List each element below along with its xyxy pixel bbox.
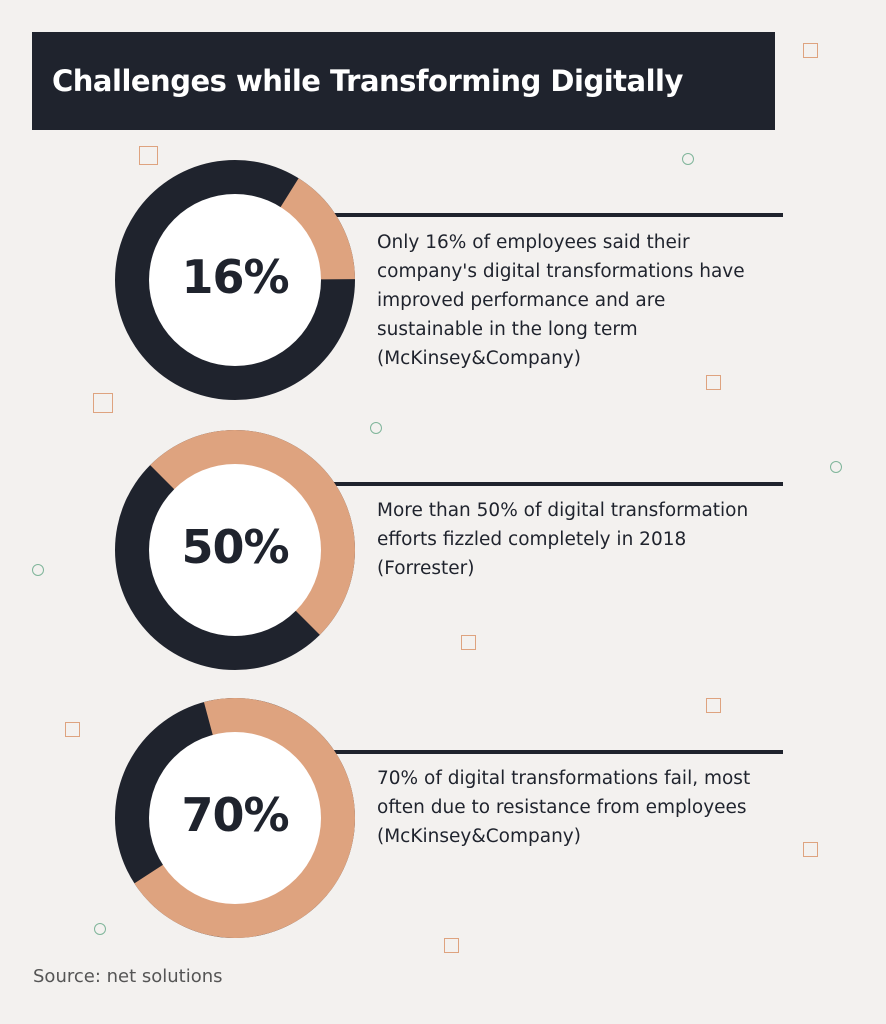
circle-decoration: [370, 422, 382, 434]
donut-chart-70: [115, 698, 355, 938]
stat-source: (McKinsey&Company): [377, 348, 581, 369]
donut-hole: [149, 464, 321, 636]
donut-hole: [149, 194, 321, 366]
stat-description: 70% of digital transformations fail, mos…: [377, 768, 751, 818]
stat-text: More than 50% of digital transformation …: [377, 496, 777, 583]
circle-decoration: [32, 564, 44, 576]
percent-label: 16%: [181, 250, 289, 304]
square-decoration: [803, 842, 818, 857]
divider: [330, 213, 783, 217]
square-decoration: [65, 722, 80, 737]
divider: [330, 482, 783, 486]
stat-description: More than 50% of digital transformation …: [377, 500, 749, 550]
donut-hole: [149, 732, 321, 904]
source-note: Source: net solutions: [33, 966, 223, 987]
circle-decoration: [830, 461, 842, 473]
title-banner: Challenges while Transforming Digitally: [32, 32, 775, 130]
percent-label: 70%: [181, 788, 289, 842]
square-decoration: [706, 375, 721, 390]
circle-decoration: [94, 923, 106, 935]
square-decoration: [706, 698, 721, 713]
divider: [330, 750, 783, 754]
page-title: Challenges while Transforming Digitally: [52, 64, 683, 98]
percent-label: 50%: [181, 520, 289, 574]
circle-decoration: [682, 153, 694, 165]
square-decoration: [803, 43, 818, 58]
stat-description: Only 16% of employees said their company…: [377, 232, 745, 340]
donut-chart-50: [115, 430, 355, 670]
square-decoration: [444, 938, 459, 953]
square-decoration: [461, 635, 476, 650]
stat-text: 70% of digital transformations fail, mos…: [377, 764, 777, 851]
square-decoration: [139, 146, 158, 165]
square-decoration: [93, 393, 113, 413]
stat-source: (Forrester): [377, 558, 475, 579]
stat-source: (McKinsey&Company): [377, 826, 581, 847]
stat-text: Only 16% of employees said their company…: [377, 228, 777, 373]
donut-chart-16: [115, 160, 355, 400]
